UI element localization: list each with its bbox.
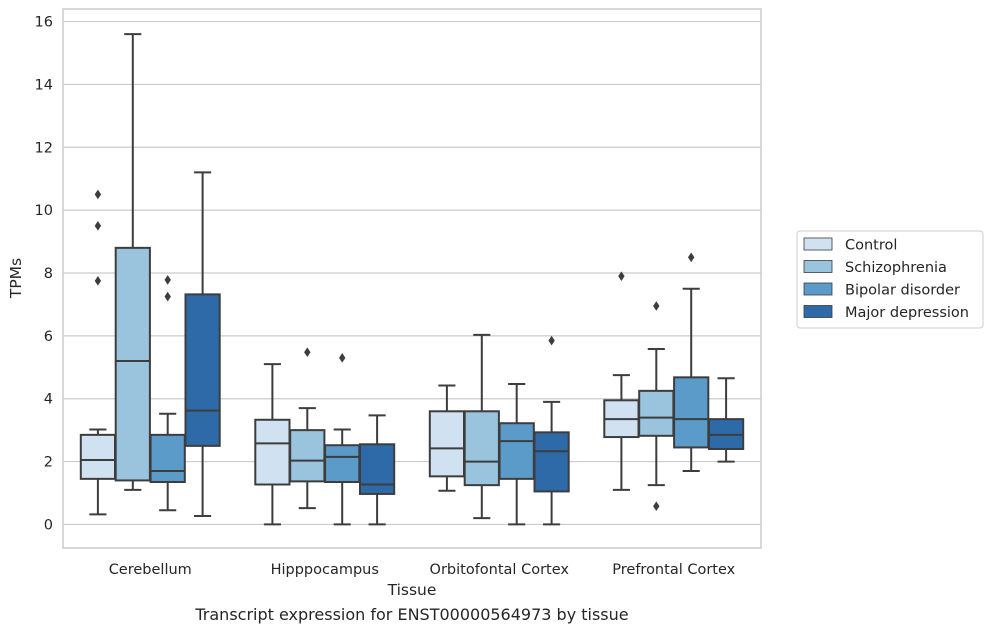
box-body <box>358 443 396 495</box>
legend-label: Schizophrenia <box>845 260 947 276</box>
y-tick-label: 12 <box>35 140 53 156</box>
x-tick-label: Cerebellum <box>109 562 192 578</box>
outlier-point <box>653 501 660 511</box>
outlier-point <box>653 301 660 311</box>
outlier-point <box>688 252 695 263</box>
legend: Control Schizophrenia Bipolar disorder Majo… <box>796 230 984 329</box>
box-body <box>324 444 361 484</box>
legend-label: Bipolar disorder <box>845 283 960 299</box>
figure-caption: Transcript expression for ENST0000056497… <box>195 605 629 624</box>
box-major-depression-hipppocampus <box>358 414 396 526</box>
legend-label: Control <box>845 238 897 254</box>
box-bipolar-disorder-orbitofontal-cortex <box>498 382 535 526</box>
y-tick-label: 0 <box>44 517 53 533</box>
box-schizophrenia-prefrontal-cortex <box>638 301 675 511</box>
box-major-depression-cerebellum <box>184 171 221 517</box>
x-tick-label: Prefrontal Cortex <box>612 562 735 578</box>
outlier-point <box>94 221 102 231</box>
box-body <box>289 429 326 483</box>
box-control-cerebellum <box>79 189 117 516</box>
box-body <box>498 422 535 480</box>
box-body <box>638 389 675 437</box>
legend-frame <box>796 230 984 329</box>
box-body <box>184 293 221 447</box>
legend-swatch <box>803 237 833 251</box>
box-control-prefrontal-cortex <box>603 271 640 491</box>
x-tick-label: Hipppocampus <box>271 562 379 578</box>
plot-frame <box>62 8 762 549</box>
box-body <box>463 410 500 487</box>
box-schizophrenia-orbitofontal-cortex <box>463 333 500 520</box>
outlier-point <box>339 353 346 363</box>
outlier-point <box>94 189 102 200</box>
legend-label: Major depression <box>845 305 969 321</box>
outlier-point <box>94 276 102 286</box>
box-bipolar-disorder-cerebellum <box>149 275 186 512</box>
box-body <box>79 433 117 480</box>
box-body <box>533 431 570 493</box>
outlier-point <box>164 291 171 302</box>
box-schizophrenia-hipppocampus <box>289 347 326 510</box>
y-tick-label: 6 <box>44 329 53 345</box>
box-schizophrenia-cerebellum <box>114 33 151 491</box>
y-tick-label: 14 <box>35 77 53 93</box>
box-major-depression-orbitofontal-cortex <box>533 335 570 526</box>
box-control-orbitofontal-cortex <box>428 384 466 492</box>
y-tick-label: 10 <box>35 203 53 219</box>
legend-swatch <box>803 305 833 318</box>
y-axis-ticks: 0 2 4 6 8 10 12 14 16 <box>35 15 53 534</box>
legend-swatch <box>803 282 833 296</box>
y-tick-label: 4 <box>44 392 53 408</box>
y-tick-label: 16 <box>35 15 53 31</box>
y-tick-label: 2 <box>44 455 53 471</box>
outlier-point <box>548 335 555 346</box>
legend-swatch <box>803 260 833 273</box>
box-bipolar-disorder-prefrontal-cortex <box>673 252 710 472</box>
x-axis-ticks: Cerebellum Hipppocampus Orbitofontal Corte… <box>109 562 736 578</box>
box-body <box>254 418 291 486</box>
box-body <box>149 433 186 484</box>
box-body <box>428 410 466 478</box>
outlier-point <box>618 271 625 281</box>
outlier-point <box>164 275 171 285</box>
box-major-depression-prefrontal-cortex <box>707 377 745 463</box>
y-tick-label: 8 <box>44 266 53 282</box>
y-axis-label: TPMs <box>7 258 25 299</box>
box-body <box>114 246 151 482</box>
box-plots <box>79 33 745 526</box>
outlier-point <box>304 347 311 357</box>
box-control-hipppocampus <box>254 363 291 526</box>
x-axis-label: Tissue <box>387 581 437 599</box>
x-tick-label: Orbitofontal Cortex <box>430 562 570 578</box>
box-bipolar-disorder-hipppocampus <box>324 353 361 526</box>
box-body <box>673 376 710 449</box>
